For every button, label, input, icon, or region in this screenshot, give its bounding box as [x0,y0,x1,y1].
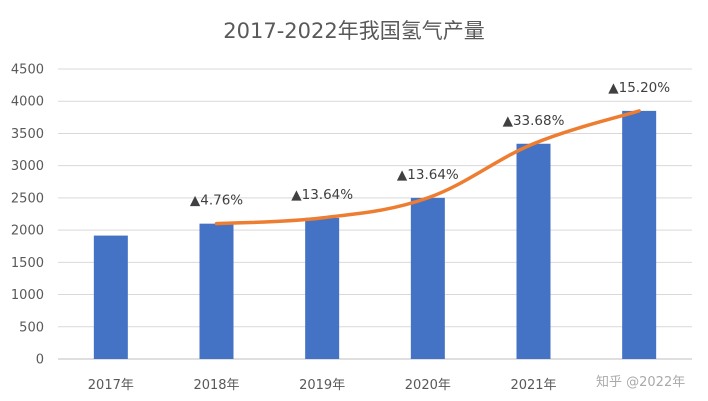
growth-line-path [214,109,641,226]
y-tick-label: 500 [19,320,44,335]
growth-label: ▲13.64% [397,167,459,183]
y-tick-label: 4500 [11,63,44,78]
x-tick-label: 2017年 [88,378,134,393]
x-tick-label: 2018年 [193,378,239,393]
bar [516,143,551,359]
y-tick-label: 1000 [11,288,44,303]
growth-label: ▲4.76% [190,193,243,209]
y-tick-label: 3000 [11,159,44,174]
bar [199,223,234,359]
x-tick-label: 2021年 [510,378,556,393]
y-tick-label: 0 [36,353,44,368]
bar [410,197,445,359]
y-tick-label: 4000 [11,95,44,110]
watermark-backing [566,366,696,394]
watermark: 知乎 @2022年 [566,366,696,394]
y-tick-label: 1500 [11,256,44,271]
y-axis-ticks: 0 500 1000 1500 2000 2500 3000 3500 4000 4500 [11,63,44,368]
growth-label: ▲13.64% [291,187,353,203]
y-tick-label: 2000 [11,224,44,239]
growth-line [214,109,641,226]
bar [305,217,340,359]
watermark-text: 知乎 @2022年 [596,374,685,390]
growth-label: ▲33.68% [503,113,565,129]
bars [93,110,657,359]
x-tick-label: 2020年 [405,378,451,393]
y-tick-label: 3500 [11,127,44,142]
bar [622,110,657,359]
chart-title: 2017-2022年我国氢气产量 [223,19,484,43]
bar [93,235,128,359]
growth-label: ▲15.20% [608,80,670,96]
y-tick-label: 2500 [11,191,44,206]
x-tick-label: 2019年 [299,378,345,393]
gridlines [58,68,692,360]
growth-labels: ▲4.76% ▲13.64% ▲13.64% ▲33.68% ▲15.20% [190,80,670,209]
